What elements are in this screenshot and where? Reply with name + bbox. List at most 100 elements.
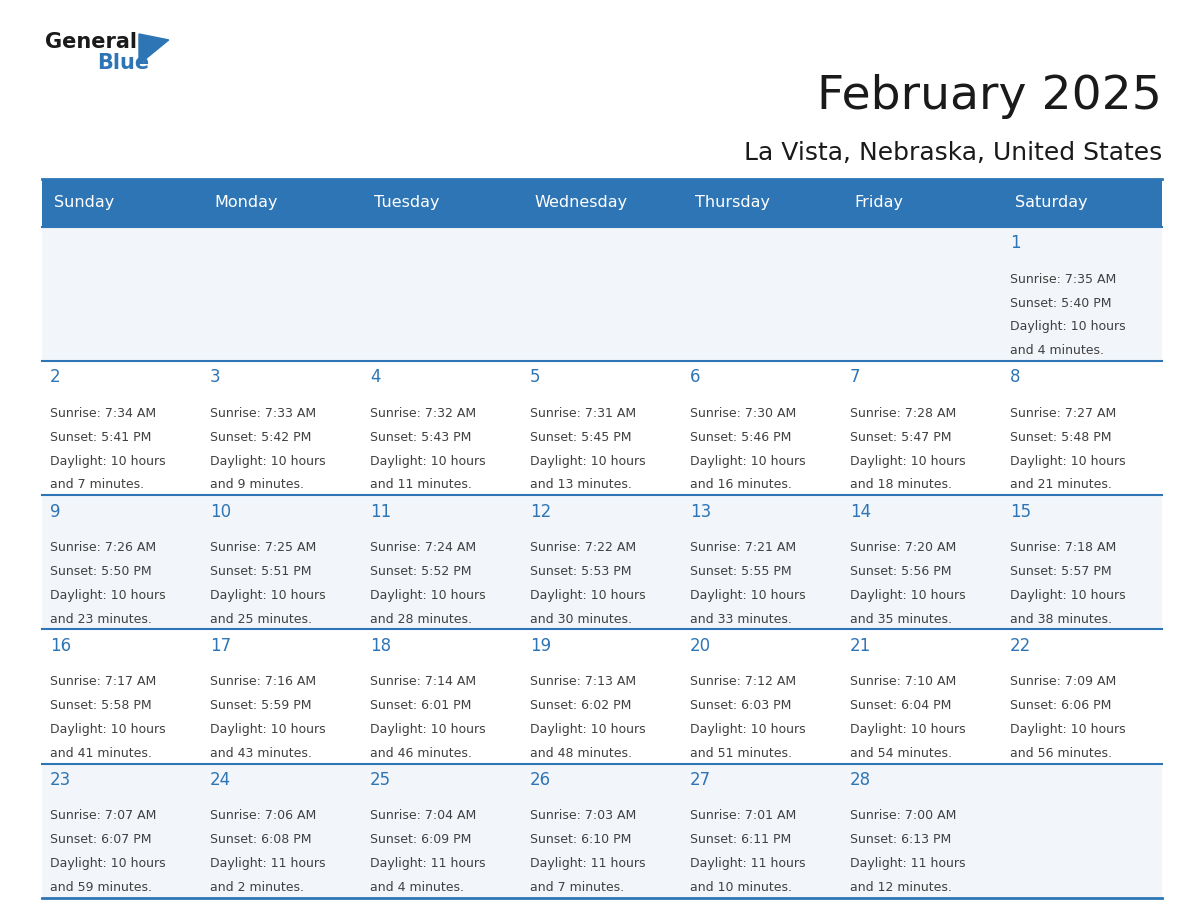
Text: Sunset: 5:47 PM: Sunset: 5:47 PM	[851, 431, 952, 443]
Text: 6: 6	[690, 368, 701, 386]
Text: and 7 minutes.: and 7 minutes.	[50, 478, 144, 491]
Text: 16: 16	[50, 637, 71, 655]
Text: 20: 20	[690, 637, 712, 655]
Text: Sunrise: 7:16 AM: Sunrise: 7:16 AM	[210, 676, 316, 688]
Text: Sunset: 5:42 PM: Sunset: 5:42 PM	[210, 431, 311, 443]
Text: Sunset: 6:09 PM: Sunset: 6:09 PM	[369, 834, 472, 846]
Text: Sunset: 6:01 PM: Sunset: 6:01 PM	[369, 700, 472, 712]
Text: Sunset: 5:56 PM: Sunset: 5:56 PM	[851, 565, 952, 578]
Text: and 56 minutes.: and 56 minutes.	[1010, 747, 1112, 760]
Text: 14: 14	[851, 502, 871, 521]
Text: Wednesday: Wednesday	[535, 196, 627, 210]
Text: and 2 minutes.: and 2 minutes.	[210, 881, 304, 894]
Text: Daylight: 10 hours: Daylight: 10 hours	[1010, 320, 1126, 333]
Text: Friday: Friday	[854, 196, 904, 210]
Text: and 13 minutes.: and 13 minutes.	[530, 478, 632, 491]
Text: Sunset: 5:59 PM: Sunset: 5:59 PM	[210, 700, 311, 712]
Text: Daylight: 10 hours: Daylight: 10 hours	[210, 588, 326, 602]
Text: Sunrise: 7:20 AM: Sunrise: 7:20 AM	[851, 541, 956, 554]
Text: and 41 minutes.: and 41 minutes.	[50, 747, 152, 760]
Text: 4: 4	[369, 368, 380, 386]
Polygon shape	[139, 34, 169, 64]
Text: Sunrise: 7:09 AM: Sunrise: 7:09 AM	[1010, 676, 1117, 688]
Text: Sunset: 6:02 PM: Sunset: 6:02 PM	[530, 700, 631, 712]
Text: Sunrise: 7:25 AM: Sunrise: 7:25 AM	[210, 541, 316, 554]
Text: and 54 minutes.: and 54 minutes.	[851, 747, 952, 760]
Text: and 18 minutes.: and 18 minutes.	[851, 478, 952, 491]
Text: Daylight: 10 hours: Daylight: 10 hours	[530, 454, 645, 467]
Text: Daylight: 10 hours: Daylight: 10 hours	[369, 723, 486, 736]
Text: La Vista, Nebraska, United States: La Vista, Nebraska, United States	[744, 141, 1162, 165]
Text: Sunrise: 7:10 AM: Sunrise: 7:10 AM	[851, 676, 956, 688]
Text: Daylight: 11 hours: Daylight: 11 hours	[530, 857, 645, 870]
Bar	[42, 179, 1162, 227]
Text: Sunrise: 7:03 AM: Sunrise: 7:03 AM	[530, 810, 637, 823]
Text: Daylight: 10 hours: Daylight: 10 hours	[690, 454, 805, 467]
Text: and 4 minutes.: and 4 minutes.	[1010, 344, 1104, 357]
Text: and 7 minutes.: and 7 minutes.	[530, 881, 624, 894]
Text: 27: 27	[690, 771, 712, 789]
Text: Sunset: 5:48 PM: Sunset: 5:48 PM	[1010, 431, 1112, 443]
Text: and 9 minutes.: and 9 minutes.	[210, 478, 304, 491]
Text: Sunrise: 7:32 AM: Sunrise: 7:32 AM	[369, 407, 476, 420]
Text: Daylight: 10 hours: Daylight: 10 hours	[530, 588, 645, 602]
Text: Sunset: 5:43 PM: Sunset: 5:43 PM	[369, 431, 472, 443]
Text: Sunrise: 7:13 AM: Sunrise: 7:13 AM	[530, 676, 636, 688]
Text: Sunset: 6:03 PM: Sunset: 6:03 PM	[690, 700, 791, 712]
Text: 28: 28	[851, 771, 871, 789]
Text: Sunset: 5:52 PM: Sunset: 5:52 PM	[369, 565, 472, 578]
Text: 2: 2	[50, 368, 61, 386]
Text: Sunrise: 7:18 AM: Sunrise: 7:18 AM	[1010, 541, 1117, 554]
Bar	[42, 630, 1162, 764]
Text: 10: 10	[210, 502, 230, 521]
Text: 21: 21	[851, 637, 871, 655]
Text: Daylight: 10 hours: Daylight: 10 hours	[50, 857, 165, 870]
Text: and 33 minutes.: and 33 minutes.	[690, 612, 792, 626]
Text: Daylight: 10 hours: Daylight: 10 hours	[210, 723, 326, 736]
Text: Sunrise: 7:33 AM: Sunrise: 7:33 AM	[210, 407, 316, 420]
Text: Daylight: 10 hours: Daylight: 10 hours	[530, 723, 645, 736]
Text: and 51 minutes.: and 51 minutes.	[690, 747, 792, 760]
Text: Sunrise: 7:04 AM: Sunrise: 7:04 AM	[369, 810, 476, 823]
Text: 24: 24	[210, 771, 230, 789]
Text: Sunrise: 7:24 AM: Sunrise: 7:24 AM	[369, 541, 476, 554]
Text: Sunset: 5:53 PM: Sunset: 5:53 PM	[530, 565, 632, 578]
Text: Daylight: 10 hours: Daylight: 10 hours	[851, 454, 966, 467]
Text: Sunset: 5:50 PM: Sunset: 5:50 PM	[50, 565, 152, 578]
Text: Sunrise: 7:06 AM: Sunrise: 7:06 AM	[210, 810, 316, 823]
Bar	[42, 495, 1162, 630]
Text: Sunrise: 7:34 AM: Sunrise: 7:34 AM	[50, 407, 156, 420]
Text: Sunrise: 7:14 AM: Sunrise: 7:14 AM	[369, 676, 476, 688]
Text: Sunset: 6:08 PM: Sunset: 6:08 PM	[210, 834, 311, 846]
Text: Thursday: Thursday	[695, 196, 770, 210]
Text: Sunrise: 7:21 AM: Sunrise: 7:21 AM	[690, 541, 796, 554]
Text: and 59 minutes.: and 59 minutes.	[50, 881, 152, 894]
Text: Daylight: 10 hours: Daylight: 10 hours	[210, 454, 326, 467]
Text: and 12 minutes.: and 12 minutes.	[851, 881, 952, 894]
Text: Sunset: 5:46 PM: Sunset: 5:46 PM	[690, 431, 791, 443]
Text: Sunrise: 7:07 AM: Sunrise: 7:07 AM	[50, 810, 157, 823]
Text: 18: 18	[369, 637, 391, 655]
Text: Sunset: 5:58 PM: Sunset: 5:58 PM	[50, 700, 152, 712]
Text: Daylight: 10 hours: Daylight: 10 hours	[1010, 588, 1126, 602]
Text: Daylight: 10 hours: Daylight: 10 hours	[50, 454, 165, 467]
Text: 25: 25	[369, 771, 391, 789]
Text: Sunset: 5:45 PM: Sunset: 5:45 PM	[530, 431, 632, 443]
Text: Daylight: 11 hours: Daylight: 11 hours	[210, 857, 326, 870]
Text: Sunset: 6:06 PM: Sunset: 6:06 PM	[1010, 700, 1112, 712]
Text: Daylight: 11 hours: Daylight: 11 hours	[851, 857, 966, 870]
Text: Sunset: 6:11 PM: Sunset: 6:11 PM	[690, 834, 791, 846]
Text: Sunrise: 7:12 AM: Sunrise: 7:12 AM	[690, 676, 796, 688]
Text: Daylight: 10 hours: Daylight: 10 hours	[851, 588, 966, 602]
Text: Sunrise: 7:27 AM: Sunrise: 7:27 AM	[1010, 407, 1117, 420]
Text: Sunrise: 7:01 AM: Sunrise: 7:01 AM	[690, 810, 796, 823]
Text: Daylight: 10 hours: Daylight: 10 hours	[369, 454, 486, 467]
Text: 7: 7	[851, 368, 860, 386]
Text: 22: 22	[1010, 637, 1031, 655]
Text: Sunset: 5:41 PM: Sunset: 5:41 PM	[50, 431, 151, 443]
Text: Sunset: 5:55 PM: Sunset: 5:55 PM	[690, 565, 791, 578]
Text: Blue: Blue	[97, 53, 150, 73]
Text: and 11 minutes.: and 11 minutes.	[369, 478, 472, 491]
Text: Sunset: 5:40 PM: Sunset: 5:40 PM	[1010, 297, 1112, 309]
Text: Sunrise: 7:00 AM: Sunrise: 7:00 AM	[851, 810, 956, 823]
